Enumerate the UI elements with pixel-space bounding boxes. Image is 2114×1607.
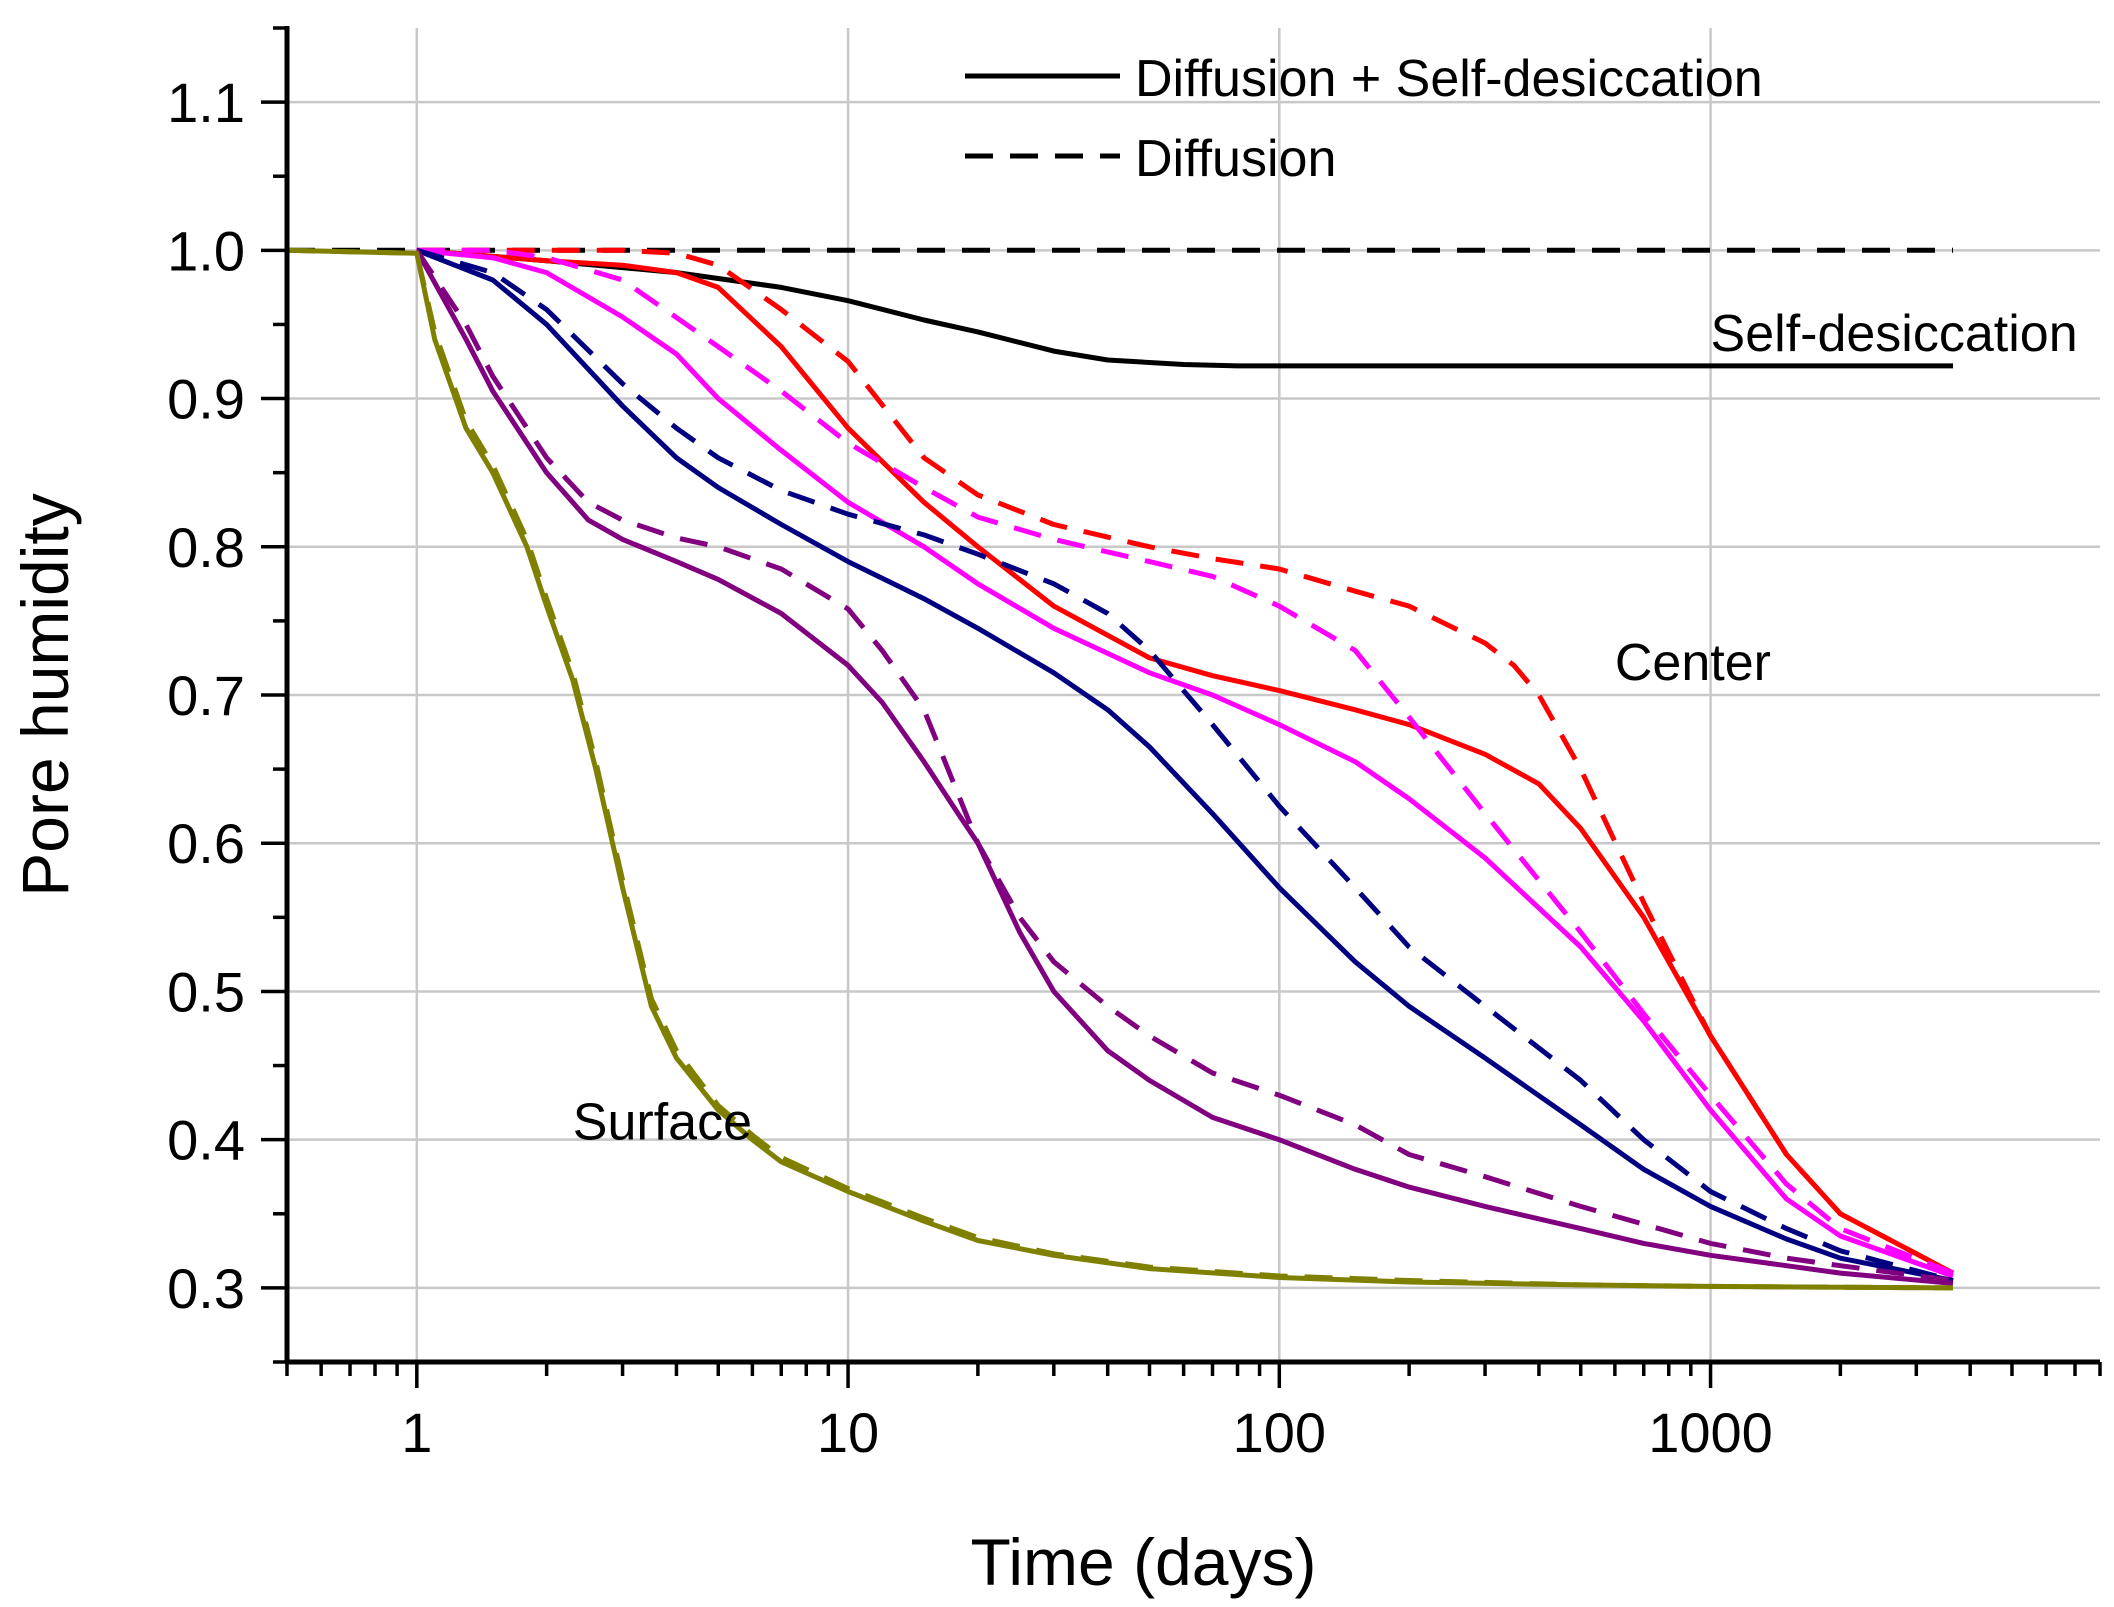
series-line-magenta-solid [416, 247, 1954, 1279]
x-tick-label: 100 [1233, 1401, 1326, 1464]
y-tick-label: 0.6 [167, 812, 245, 875]
y-tick-label: 0.3 [167, 1257, 245, 1320]
y-axis-title: Pore humidity [8, 493, 82, 897]
y-tick-label: 0.7 [167, 664, 245, 727]
x-ticks: 1 10 100 1000 [285, 1362, 2102, 1464]
legend: Diffusion + Self-desiccation Diffusion [965, 50, 1763, 188]
series-line-purple-dashed [414, 248, 1954, 1283]
series-line-center-red-solid [416, 247, 1955, 1276]
series-line-purple-solid [414, 249, 1954, 1286]
y-tick-label: 1.1 [167, 71, 245, 134]
series-line-self-desiccation-solid [416, 247, 1953, 369]
y-tick-label: 0.9 [167, 368, 245, 431]
series-line-navy-dashed [416, 247, 1954, 1283]
grid [287, 28, 2100, 1362]
series-group [286, 247, 1955, 1291]
x-tick-label: 10 [817, 1401, 879, 1464]
x-tick-label: 1000 [1648, 1401, 1773, 1464]
x-tick-label: 1 [401, 1401, 432, 1464]
x-axis-title: Time (days) [971, 1525, 1317, 1599]
annotation-label: Self-desiccation [1711, 305, 2078, 363]
series-line-center-red-dashed [416, 247, 1955, 1276]
series-line-navy-solid [415, 247, 1954, 1283]
series-line-surface-solid [286, 247, 1954, 1291]
y-tick-label: 1.0 [167, 219, 245, 282]
y-tick-label: 0.5 [167, 960, 245, 1023]
y-tick-label: 0.4 [167, 1109, 245, 1172]
annotation-label: Surface [573, 1094, 752, 1152]
annotation-label: Center [1615, 634, 1771, 692]
series-line-magenta-dashed [416, 247, 1954, 1276]
y-tick-label: 0.8 [167, 516, 245, 579]
annotations: Self-desiccation Center Surface [573, 305, 2078, 1152]
legend-label: Diffusion + Self-desiccation [1135, 50, 1763, 108]
series-line-surface-dashed [286, 247, 1954, 1291]
y-ticks: 0.3 0.4 0.5 0.6 0.7 0.8 0.9 1.0 1.1 [167, 26, 287, 1364]
legend-label: Diffusion [1135, 130, 1336, 188]
